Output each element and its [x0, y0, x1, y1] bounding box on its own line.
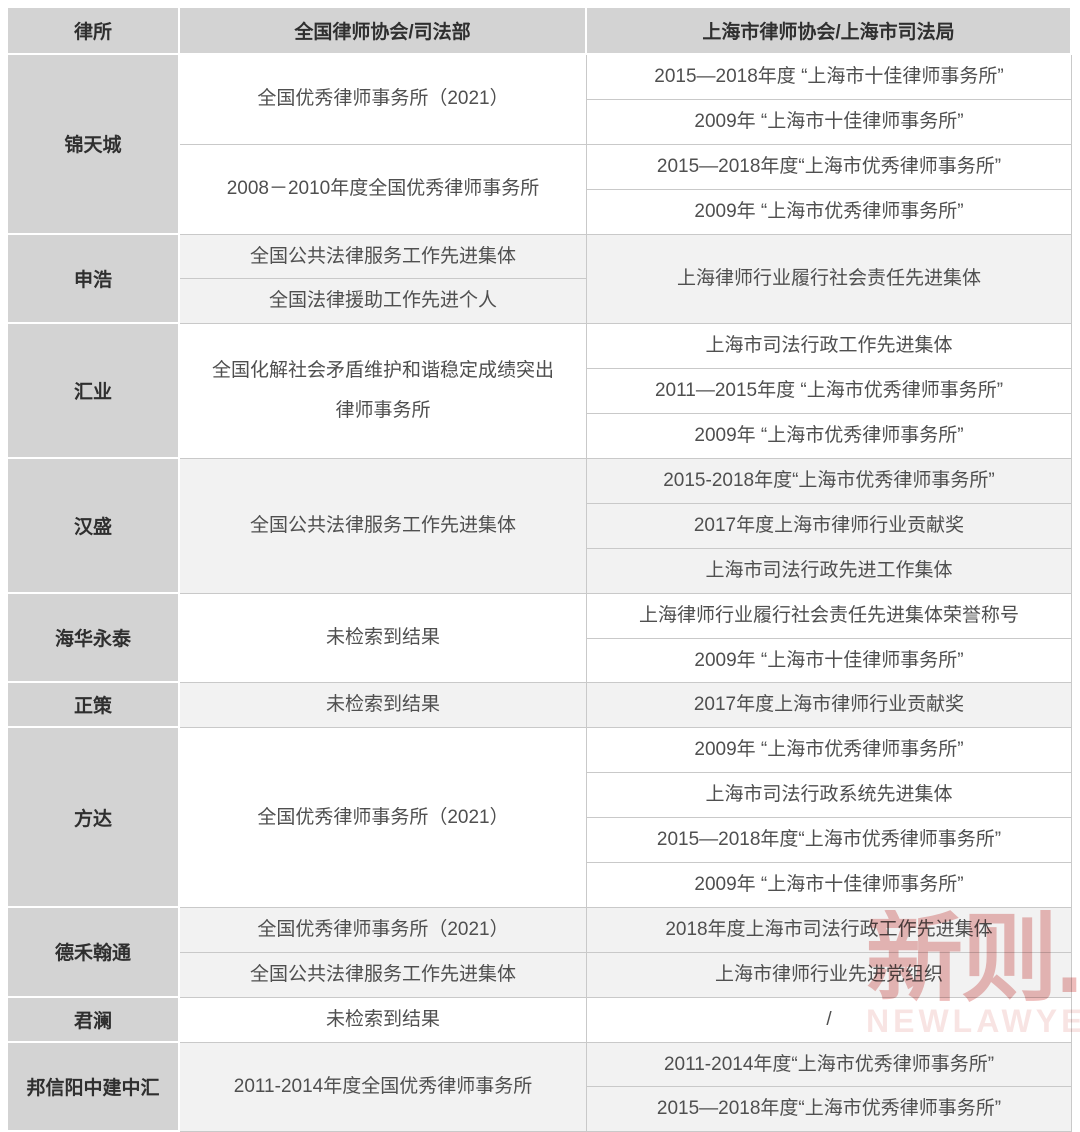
table-row: 全国公共法律服务工作先进集体 上海市律师行业先进党组织	[8, 952, 1072, 998]
firm-name-cell: 申浩	[8, 234, 180, 325]
awards-table-container: 律所 全国律师协会/司法部 上海市律师协会/上海市司法局 锦天城 全国优秀律师事务…	[8, 8, 1072, 1132]
table-row: 2017年度上海市律师行业贡献奖	[8, 503, 1072, 549]
table-row: 汉盛 全国公共法律服务工作先进集体 2015-2018年度“上海市优秀律师事务所”	[8, 459, 1072, 594]
table-row: 正策 未检索到结果 2017年度上海市律师行业贡献奖	[8, 683, 1072, 729]
shanghai-award-cell: 上海律师行业履行社会责任先进集体荣誉称号	[587, 593, 1072, 639]
shanghai-award-cell: /	[587, 997, 1072, 1043]
shanghai-award-cell: 上海市律师行业先进党组织	[587, 952, 1072, 998]
table-row: 2009年 “上海市十佳律师事务所”	[8, 99, 1072, 145]
table-row: 2009年 “上海市优秀律师事务所”	[8, 414, 1072, 460]
header-row: 律所 全国律师协会/司法部 上海市律师协会/上海市司法局	[8, 8, 1072, 55]
shanghai-award-cell: 2018年度上海市司法行政工作先进集体	[587, 907, 1072, 953]
national-award-cell: 全国化解社会矛盾维护和谐稳定成绩突出 律师事务所	[180, 324, 587, 460]
national-award-cell: 全国优秀律师事务所（2021）	[180, 907, 587, 953]
table-row: 锦天城 全国优秀律师事务所（2021） 2015—2018年度 “上海市十佳律师事务…	[8, 55, 1072, 235]
table-row: 德禾翰通 全国优秀律师事务所（2021） 2018年度上海市司法行政工作先进集体	[8, 907, 1072, 998]
table-row: 2009年 “上海市十佳律师事务所”	[8, 638, 1072, 684]
header-cell-national-association: 全国律师协会/司法部	[180, 8, 587, 55]
table-row: 邦信阳中建中汇 2011-2014年度全国优秀律师事务所 2011-2014年度“上…	[8, 1042, 1072, 1132]
table-row: 申浩 全国公共法律服务工作先进集体 上海律师行业履行社会责任先进集体	[8, 234, 1072, 325]
firm-name-cell: 君澜	[8, 997, 180, 1043]
firm-name-cell: 方达	[8, 728, 180, 908]
shanghai-award-cell: 上海市司法行政系统先进集体	[587, 773, 1072, 819]
firm-name-cell: 海华永泰	[8, 593, 180, 684]
firm-name-cell: 德禾翰通	[8, 907, 180, 998]
firm-name-cell: 汇业	[8, 324, 180, 460]
national-award-cell: 2008－2010年度全国优秀律师事务所	[180, 144, 587, 235]
shanghai-award-cell: 2009年 “上海市优秀律师事务所”	[587, 189, 1072, 235]
shanghai-award-cell: 上海市司法行政先进工作集体	[587, 548, 1072, 594]
firm-name-cell: 正策	[8, 683, 180, 729]
shanghai-award-cell: 2011—2015年度 “上海市优秀律师事务所”	[587, 369, 1072, 415]
firm-name-cell: 邦信阳中建中汇	[8, 1042, 180, 1132]
table-row: 2009年 “上海市十佳律师事务所”	[8, 863, 1072, 908]
national-award-cell: 未检索到结果	[180, 683, 587, 729]
shanghai-award-cell: 2017年度上海市律师行业贡献奖	[587, 503, 1072, 549]
table-row: 上海市司法行政先进工作集体	[8, 548, 1072, 594]
shanghai-award-cell: 2009年 “上海市十佳律师事务所”	[587, 863, 1072, 908]
shanghai-award-cell: 2011-2014年度“上海市优秀律师事务所”	[587, 1042, 1072, 1088]
national-award-cell: 全国公共法律服务工作先进集体	[180, 234, 587, 280]
table-row: 2011—2015年度 “上海市优秀律师事务所”	[8, 369, 1072, 415]
national-award-cell: 2011-2014年度全国优秀律师事务所	[180, 1042, 587, 1132]
national-award-cell: 全国优秀律师事务所（2021）	[180, 55, 587, 145]
national-award-cell: 全国公共法律服务工作先进集体	[180, 952, 587, 998]
table-row: 方达 全国优秀律师事务所（2021） 2009年 “上海市优秀律师事务所”	[8, 728, 1072, 908]
shanghai-award-cell: 2015—2018年度 “上海市十佳律师事务所”	[587, 55, 1072, 100]
table-row: 全国法律援助工作先进个人	[8, 279, 1072, 325]
shanghai-award-cell: 2009年 “上海市优秀律师事务所”	[587, 728, 1072, 774]
table-body: 锦天城 全国优秀律师事务所（2021） 2015—2018年度 “上海市十佳律师事务…	[8, 55, 1072, 1132]
table-row: 上海市司法行政系统先进集体	[8, 773, 1072, 819]
table-row: 2009年 “上海市优秀律师事务所”	[8, 189, 1072, 235]
shanghai-award-cell: 上海律师行业履行社会责任先进集体	[587, 234, 1072, 325]
shanghai-award-cell: 2015—2018年度“上海市优秀律师事务所”	[587, 1087, 1072, 1132]
shanghai-award-cell: 2009年 “上海市十佳律师事务所”	[587, 99, 1072, 145]
shanghai-award-cell: 2015-2018年度“上海市优秀律师事务所”	[587, 459, 1072, 504]
header-cell-lawfirm: 律所	[8, 8, 180, 55]
shanghai-award-cell: 2017年度上海市律师行业贡献奖	[587, 683, 1072, 729]
law-firm-awards-table: 律所 全国律师协会/司法部 上海市律师协会/上海市司法局 锦天城 全国优秀律师事务…	[8, 8, 1072, 1132]
firm-name-cell: 锦天城	[8, 55, 180, 235]
shanghai-award-cell: 2015—2018年度“上海市优秀律师事务所”	[587, 144, 1072, 190]
firm-name-cell: 汉盛	[8, 459, 180, 594]
national-award-cell: 未检索到结果	[180, 593, 587, 684]
table-row: 汇业 全国化解社会矛盾维护和谐稳定成绩突出 律师事务所 上海市司法行政工作先进集体	[8, 324, 1072, 460]
shanghai-award-cell: 2015—2018年度“上海市优秀律师事务所”	[587, 818, 1072, 864]
header-cell-shanghai-association: 上海市律师协会/上海市司法局	[587, 8, 1072, 55]
shanghai-award-cell: 2009年 “上海市优秀律师事务所”	[587, 414, 1072, 460]
table-row: 2008－2010年度全国优秀律师事务所 2015—2018年度“上海市优秀律师事…	[8, 144, 1072, 235]
national-award-cell: 全国优秀律师事务所（2021）	[180, 728, 587, 908]
shanghai-award-cell: 上海市司法行政工作先进集体	[587, 324, 1072, 370]
national-award-cell: 全国法律援助工作先进个人	[180, 279, 587, 325]
national-award-cell: 未检索到结果	[180, 997, 587, 1043]
national-award-cell: 全国公共法律服务工作先进集体	[180, 459, 587, 594]
table-row: 海华永泰 未检索到结果 上海律师行业履行社会责任先进集体荣誉称号	[8, 593, 1072, 684]
table-row: 2015—2018年度“上海市优秀律师事务所”	[8, 818, 1072, 864]
table-row: 君澜 未检索到结果 /	[8, 997, 1072, 1043]
shanghai-award-cell: 2009年 “上海市十佳律师事务所”	[587, 638, 1072, 684]
